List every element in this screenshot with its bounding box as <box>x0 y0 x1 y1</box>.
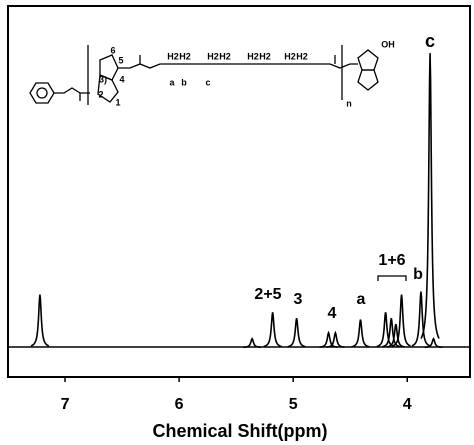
peak <box>319 330 338 348</box>
structure-label: 1 <box>115 97 120 107</box>
structure-label: OH <box>381 39 395 49</box>
structure <box>29 45 379 105</box>
peak <box>411 291 431 347</box>
structure-label: c <box>205 77 210 87</box>
ring-1 <box>99 54 119 81</box>
structure-label: H2 <box>296 51 308 61</box>
peak-annotation: 3 <box>294 291 303 308</box>
peak <box>30 294 50 347</box>
structure-label: 3) <box>99 74 107 84</box>
end-ring-2 <box>357 69 379 91</box>
peak-annotation: a <box>357 291 366 308</box>
structure-label: H2 <box>207 51 219 61</box>
benzene-ring <box>29 82 55 104</box>
peak-annotation: 1+6 <box>378 252 405 269</box>
x-tick-label: 7 <box>61 396 70 413</box>
structure-label: 4 <box>119 74 124 84</box>
structure-label: n <box>346 98 352 108</box>
ring-2 <box>97 74 119 103</box>
structure-label: H2 <box>167 51 179 61</box>
structure-label: H2 <box>179 51 191 61</box>
structure-label: H2 <box>259 51 271 61</box>
peak <box>263 312 282 348</box>
peak-annotation: b <box>413 266 423 283</box>
carbonate-link <box>54 87 90 94</box>
peak <box>386 323 405 348</box>
x-tick-label: 4 <box>403 396 412 413</box>
peak <box>382 317 401 348</box>
structure-label: H2 <box>247 51 259 61</box>
structure-label: a <box>169 77 175 87</box>
structure-label: 6 <box>110 45 115 55</box>
structure-label: 2 <box>98 89 103 99</box>
structure-label: 5 <box>118 55 123 65</box>
structure-label: H2 <box>219 51 231 61</box>
chain <box>118 63 358 69</box>
end-ring-1 <box>357 49 379 71</box>
peak-annotation: 4 <box>328 305 337 322</box>
peak <box>351 319 370 348</box>
peak <box>326 330 345 348</box>
structure-label: H2 <box>284 51 296 61</box>
benzene-circle <box>36 87 48 99</box>
spectrum <box>30 53 443 349</box>
peak <box>392 294 411 347</box>
peak <box>420 53 440 339</box>
x-tick-label: 5 <box>289 396 298 413</box>
plot-frame <box>7 5 471 378</box>
x-axis-label: Chemical Shift(ppm) <box>152 421 327 441</box>
peak-annotation: c <box>425 31 435 51</box>
x-tick-label: 6 <box>175 396 184 413</box>
peak <box>287 317 306 348</box>
peak <box>424 337 443 349</box>
peak-annotation: 2+5 <box>254 286 281 303</box>
structure-label: b <box>181 77 187 87</box>
peak <box>243 337 262 349</box>
annotation-bracket <box>377 275 407 281</box>
